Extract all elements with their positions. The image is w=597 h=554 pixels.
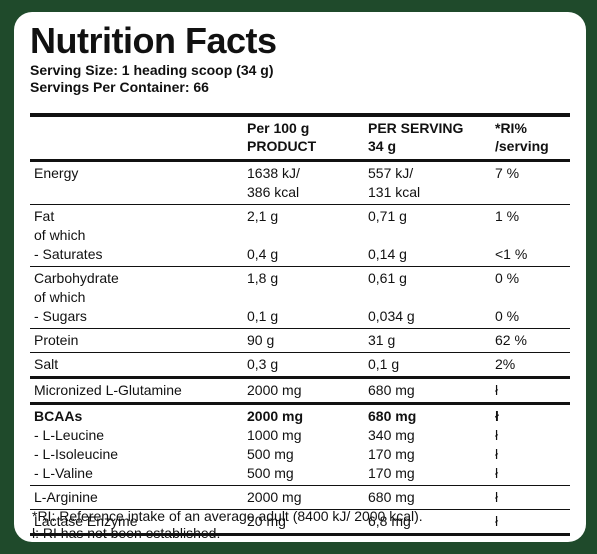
table-row: - L-Leucine 1000 mg 340 mg ł [30, 426, 570, 445]
value-per-serving: 0,034 g [364, 307, 491, 329]
value-per-100g: 386 kcal [243, 183, 364, 205]
nutrient-name: - L-Isoleucine [34, 446, 119, 462]
table-row: Salt 0,3 g 0,1 g 2% [30, 352, 570, 379]
value-per-serving: 0,71 g [368, 208, 407, 224]
table-row: Micronized L-Glutamine 2000 mg 680 mg ł [30, 377, 570, 405]
value-ri [491, 288, 570, 307]
table-header-row: Per 100 g PRODUCT PER SERVING 34 g *RI%/se… [30, 117, 570, 162]
value-per-serving [364, 288, 491, 307]
value-ri: ł [491, 509, 570, 536]
value-per-serving: 170 mg [364, 464, 491, 486]
footnote-ri: *RI: Reference intake of an average adul… [32, 508, 423, 524]
value-per-100g: 2000 mg [243, 485, 364, 510]
value-per-100g: 2,1 g [247, 208, 279, 224]
table-row: - Saturates 0,4 g 0,14 g <1 % [30, 245, 570, 267]
header-cell-ri: *RI%/serving [491, 117, 570, 162]
value-ri: ł [495, 446, 499, 462]
table-row: of which [30, 288, 570, 307]
value-per-100g: 0,1 g [243, 307, 364, 329]
nutrient-name: L-Arginine [30, 485, 243, 510]
value-ri: 1 % [495, 208, 520, 224]
value-per-100g: 0,3 g [243, 352, 364, 379]
table-row: Carbohydrate 1,8 g 0,61 g 0 % [30, 267, 570, 289]
nutrient-name: Micronized L-Glutamine [30, 377, 243, 405]
table-row: BCAAs 2000 mg 680 mg ł [30, 404, 570, 427]
value-per-100g: 0,4 g [243, 245, 364, 267]
header-cell-nutrient [30, 117, 243, 162]
serving-size: Serving Size: 1 heading scoop (34 g) [30, 62, 274, 78]
table-row: Fat 2,1 g 0,71 g 1 % [30, 205, 570, 227]
value-ri [491, 183, 570, 205]
value-ri [491, 226, 570, 245]
value-per-serving: 6,8 mg [364, 509, 491, 536]
table-row: 386 kcal 131 kcal [30, 183, 570, 205]
table-row: - Sugars 0,1 g 0,034 g 0 % [30, 307, 570, 329]
nutrient-name: - L-Leucine [34, 427, 105, 443]
table-row: Lactase Enzyme 20 mg 6,8 mg ł [30, 509, 570, 536]
value-per-serving: 131 kcal [364, 183, 491, 205]
value-per-100g: 500 mg [247, 446, 294, 462]
nutrient-name: - Sugars [30, 307, 243, 329]
value-ri: ł [495, 427, 499, 443]
nutrient-name: - Saturates [30, 245, 243, 267]
value-ri: ł [495, 408, 499, 424]
value-per-serving: 0,14 g [364, 245, 491, 267]
footnotes: *RI: Reference intake of an average adul… [32, 508, 423, 542]
value-per-100g: 90 g [243, 328, 364, 353]
value-ri: ł [491, 485, 570, 510]
table-row: of which [30, 226, 570, 245]
value-per-serving: 0,1 g [364, 352, 491, 379]
table-row: Energy 1638 kJ/ 557 kJ/ 7 % [30, 161, 570, 184]
top-divider [30, 113, 570, 117]
nutrient-name: Lactase Enzyme [30, 509, 243, 536]
value-per-serving: 170 mg [368, 446, 415, 462]
value-per-100g: 1000 mg [247, 427, 302, 443]
value-ri: 0 % [491, 307, 570, 329]
value-per-serving: 31 g [364, 328, 491, 353]
value-ri: <1 % [491, 245, 570, 267]
value-per-serving: 680 mg [368, 408, 417, 424]
value-per-100g: 20 mg [243, 509, 364, 536]
value-per-100g: 1,8 g [247, 270, 279, 286]
value-per-serving: 680 mg [364, 485, 491, 510]
value-per-serving: 340 mg [368, 427, 415, 443]
value-ri: 62 % [491, 328, 570, 353]
nutrition-label: Nutrition Facts Serving Size: 1 heading … [14, 12, 586, 542]
label-title: Nutrition Facts [30, 20, 277, 61]
header-cell-per-serving: PER SERVING 34 g [364, 117, 491, 162]
value-per-serving: 680 mg [364, 377, 491, 405]
nutrient-name: Salt [30, 352, 243, 379]
value-per-100g: 1638 kJ/ [247, 165, 300, 181]
value-per-serving: 557 kJ/ [368, 165, 414, 181]
value-per-100g: 500 mg [243, 464, 364, 486]
value-per-100g [243, 288, 364, 307]
nutrient-name: of which [34, 289, 86, 305]
header-cell-per-100g: Per 100 g PRODUCT [243, 117, 364, 162]
value-per-100g [243, 226, 364, 245]
value-ri: 7 % [495, 165, 520, 181]
value-per-100g: 2000 mg [243, 377, 364, 405]
value-ri: 2% [491, 352, 570, 379]
nutrient-name [30, 183, 243, 205]
table-row: L-Arginine 2000 mg 680 mg ł [30, 485, 570, 510]
value-per-serving [364, 226, 491, 245]
nutrient-name: - L-Valine [30, 464, 243, 486]
nutrition-table: Per 100 g PRODUCT PER SERVING 34 g *RI%/se… [30, 117, 570, 536]
value-per-serving: 0,61 g [368, 270, 407, 286]
value-ri: ł [491, 464, 570, 486]
value-ri: 0 % [495, 270, 520, 286]
table-row: Protein 90 g 31 g 62 % [30, 328, 570, 353]
nutrient-name: Carbohydrate [34, 270, 119, 286]
value-per-100g: 2000 mg [247, 408, 304, 424]
nutrient-name: of which [34, 227, 86, 243]
nutrient-name: Fat [34, 208, 55, 224]
servings-per-container: Servings Per Container: 66 [30, 79, 209, 95]
nutrient-name: BCAAs [34, 408, 83, 424]
table-row: - L-Isoleucine 500 mg 170 mg ł [30, 445, 570, 464]
footnote-not-established: ł: RI has not been established. [32, 525, 221, 541]
table-row: - L-Valine 500 mg 170 mg ł [30, 464, 570, 486]
nutrient-name: Protein [30, 328, 243, 353]
nutrient-name: Energy [34, 165, 79, 181]
value-ri: ł [491, 377, 570, 405]
